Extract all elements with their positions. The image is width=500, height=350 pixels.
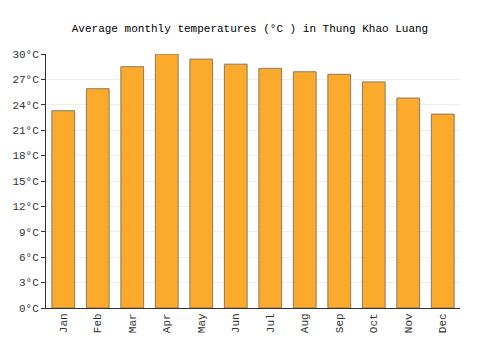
svg-text:9°C: 9°C [19, 227, 39, 239]
svg-text:21°C: 21°C [12, 125, 39, 137]
svg-text:24°C: 24°C [12, 100, 39, 112]
svg-text:30°C: 30°C [12, 49, 39, 61]
svg-text:0°C: 0°C [19, 303, 39, 315]
svg-text:Dec: Dec [437, 313, 449, 333]
svg-text:Aug: Aug [299, 313, 311, 333]
svg-text:12°C: 12°C [12, 201, 39, 213]
svg-text:Apr: Apr [161, 313, 173, 333]
svg-text:Average monthly temperatures (: Average monthly temperatures (°C ) in Th… [72, 23, 428, 35]
svg-text:27°C: 27°C [12, 74, 39, 86]
svg-text:Oct: Oct [368, 313, 380, 333]
svg-text:May: May [196, 313, 208, 333]
svg-text:Nov: Nov [403, 313, 415, 333]
svg-text:3°C: 3°C [19, 277, 39, 289]
svg-text:Feb: Feb [92, 313, 104, 333]
svg-text:Jan: Jan [58, 313, 70, 333]
svg-text:15°C: 15°C [12, 176, 39, 188]
svg-text:Jul: Jul [265, 313, 277, 333]
svg-text:18°C: 18°C [12, 150, 39, 162]
svg-text:Jun: Jun [230, 313, 242, 333]
svg-text:Mar: Mar [127, 313, 139, 333]
svg-text:Sep: Sep [334, 313, 346, 333]
svg-text:6°C: 6°C [19, 252, 39, 264]
